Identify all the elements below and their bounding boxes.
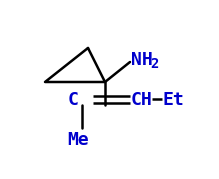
Text: CH: CH bbox=[131, 91, 153, 109]
Text: C: C bbox=[68, 91, 79, 109]
Text: 2: 2 bbox=[150, 57, 158, 71]
Text: Me: Me bbox=[67, 131, 89, 149]
Text: NH: NH bbox=[131, 51, 153, 69]
Text: Et: Et bbox=[163, 91, 185, 109]
